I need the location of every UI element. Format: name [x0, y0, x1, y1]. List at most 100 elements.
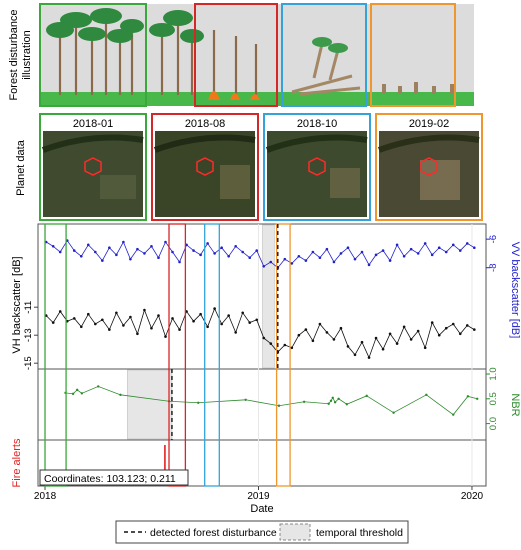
legend: detected forest disturbance temporal thr…: [115, 520, 409, 544]
burning-forest-drawing: [160, 22, 258, 95]
planet-panel-date: 2018-08: [185, 118, 225, 130]
vv-point: [122, 240, 125, 244]
date-window-red: [168, 223, 187, 487]
vv-point: [360, 250, 364, 254]
vh-point: [332, 338, 336, 341]
vh-point: [388, 332, 392, 336]
vv-point: [402, 254, 406, 258]
study-pixel-hexagon: [308, 157, 326, 176]
vh-point: [339, 326, 343, 330]
vh-point: [473, 328, 476, 331]
vh-point: [437, 333, 441, 337]
vh-point: [115, 311, 118, 315]
legend-detected-label: detected forest disturbance: [150, 527, 277, 539]
illustration-label-line1: Forest disturbance: [8, 9, 20, 100]
vv-point: [248, 256, 252, 260]
vv-point: [234, 244, 237, 248]
nbr-point: [75, 388, 79, 392]
vv-point: [157, 256, 160, 260]
nbr-point: [329, 399, 333, 402]
planet-panel-3: 2018-10: [263, 113, 371, 221]
felled-trees-drawing: [291, 43, 361, 96]
vh-point: [108, 328, 111, 331]
vh-point: [262, 336, 266, 340]
vh-point: [150, 326, 153, 330]
vh-point: [171, 317, 174, 320]
vh-tick-label: -13: [23, 328, 34, 342]
vh-point: [129, 315, 132, 319]
frame-2018-01: [39, 3, 147, 107]
vh-point: [318, 322, 322, 326]
vh-point: [94, 322, 97, 326]
vv-point: [318, 256, 322, 260]
vh-point: [157, 314, 160, 317]
vh-point: [304, 328, 308, 331]
vv-point: [241, 250, 244, 254]
vh-point: [430, 321, 434, 324]
nbr-point: [97, 385, 100, 388]
vv-point: [108, 246, 111, 250]
illustration-row: Forest disturbance illustration: [8, 3, 474, 107]
vv-point: [395, 243, 399, 247]
vh-point: [72, 317, 76, 320]
nbr-point: [345, 403, 349, 406]
vh-point: [227, 314, 230, 317]
vh-point: [79, 325, 83, 329]
vh-point: [325, 331, 329, 334]
vh-point: [353, 353, 357, 357]
vh-point: [346, 345, 350, 348]
nbr-point: [425, 393, 428, 397]
vv-point: [451, 243, 455, 247]
vh-line: [45, 307, 475, 359]
coordinates-text: Coordinates: 103.123; 0.211: [44, 473, 176, 485]
vv-point: [381, 249, 385, 252]
vv-point: [346, 246, 350, 250]
vh-axis-label: VH backscatter [dB]: [11, 256, 23, 353]
vv-point: [339, 252, 343, 255]
legend-threshold-swatch: [279, 523, 311, 541]
vv-point: [262, 264, 266, 268]
vh-point: [290, 346, 294, 350]
vv-point: [437, 246, 441, 250]
vh-point: [374, 336, 378, 340]
x-tick-label: 2019: [247, 491, 270, 502]
nbr-point: [466, 395, 470, 398]
vv-point: [171, 250, 174, 254]
vh-point: [164, 335, 167, 338]
planet-panel-1: 2018-01: [39, 113, 147, 221]
frame-2018-10: [281, 3, 367, 107]
vh-point: [143, 308, 146, 312]
vv-axis-label: VV backscatter [dB]: [509, 242, 521, 339]
planet-row: Planet data 2018-01 2018-08 2018-10: [15, 113, 483, 221]
vv-point: [213, 252, 216, 255]
legend-box: [115, 520, 409, 544]
vh-point: [360, 340, 364, 344]
vv-tick-label: -8: [488, 263, 499, 271]
vh-point: [269, 342, 273, 345]
vv-point: [304, 259, 308, 262]
vh-point: [136, 332, 139, 336]
vh-point: [409, 338, 413, 341]
nbr-point: [302, 400, 306, 403]
vh-point: [311, 339, 315, 343]
vv-point: [220, 246, 223, 250]
x-axis-label: Date: [250, 503, 273, 515]
vv-point: [255, 249, 259, 252]
vv-point: [178, 260, 181, 264]
temporal-threshold-span: [127, 369, 173, 440]
vh-point: [423, 346, 427, 350]
vv-point: [473, 246, 476, 250]
vv-point: [72, 249, 76, 252]
chart-series: [44, 239, 479, 486]
date-window-blue: [204, 223, 220, 487]
study-pixel-hexagon: [84, 157, 102, 176]
vv-point: [353, 257, 357, 261]
vh-point: [444, 326, 448, 330]
vh-point: [283, 343, 287, 347]
vh-point: [458, 332, 462, 336]
healthy-canopy: [46, 8, 144, 43]
vv-point: [227, 254, 230, 258]
vv-point: [409, 247, 413, 251]
vh-tick-label: -15: [23, 356, 34, 370]
vv-point: [297, 254, 301, 258]
